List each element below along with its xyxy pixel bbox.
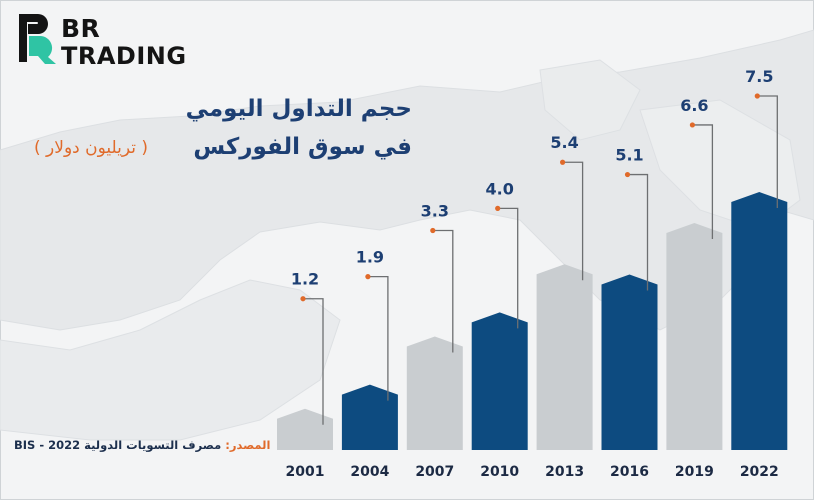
data-label: 5.1 [615, 146, 643, 165]
x-tick-label: 2010 [480, 464, 519, 480]
leader-line [497, 207, 519, 329]
brand-line1: BR [61, 14, 101, 43]
bar [731, 192, 788, 450]
x-tick-label: 2019 [675, 464, 714, 480]
x-tick-label: 2022 [740, 464, 779, 480]
leader-line [627, 173, 649, 291]
x-tick-label: 2007 [415, 464, 454, 480]
bar [406, 336, 463, 450]
br-logo-icon [19, 14, 56, 64]
x-tick-label: 2001 [286, 464, 325, 480]
source-text: مصرف التسويات الدولية 2022 - BIS [14, 438, 222, 452]
bar [536, 264, 593, 450]
data-point-marker [560, 159, 566, 165]
data-label: 3.3 [421, 201, 449, 220]
source-note: المصدر: مصرف التسويات الدولية 2022 - BIS [14, 438, 270, 452]
leader-line [562, 161, 584, 281]
bar [277, 408, 333, 450]
x-tick-label: 2013 [545, 464, 584, 480]
data-point-marker [495, 205, 501, 211]
leader-line [757, 95, 778, 208]
data-point-marker [754, 93, 760, 99]
leader-line [692, 124, 714, 239]
data-label: 6.6 [680, 96, 708, 115]
leader-line [367, 275, 389, 401]
leader-line [303, 298, 324, 425]
data-label: 7.5 [745, 67, 773, 86]
leader-line [432, 229, 454, 353]
data-label: 4.0 [486, 179, 514, 198]
x-tick-label: 2016 [610, 464, 649, 480]
data-point-marker [689, 122, 696, 128]
bar [471, 312, 528, 450]
source-label: المصدر: [225, 438, 271, 452]
bar [666, 222, 723, 450]
brand-line2: TRADING [61, 42, 187, 70]
chart-title-line1: حجم التداول اليومي [185, 96, 412, 122]
data-label: 5.4 [550, 133, 578, 152]
bar [601, 274, 658, 450]
chart-title-line2: في سوق الفوركس [193, 134, 412, 160]
x-tick-label: 2004 [350, 464, 389, 480]
bar [341, 384, 398, 450]
data-point-marker [430, 227, 436, 234]
data-point-marker [624, 171, 631, 178]
data-point-marker [365, 274, 371, 280]
data-label: 1.2 [291, 270, 319, 289]
data-label: 1.9 [356, 248, 384, 267]
chart-subtitle: ( تريليون دولار ) [34, 138, 149, 158]
data-point-marker [300, 296, 306, 302]
